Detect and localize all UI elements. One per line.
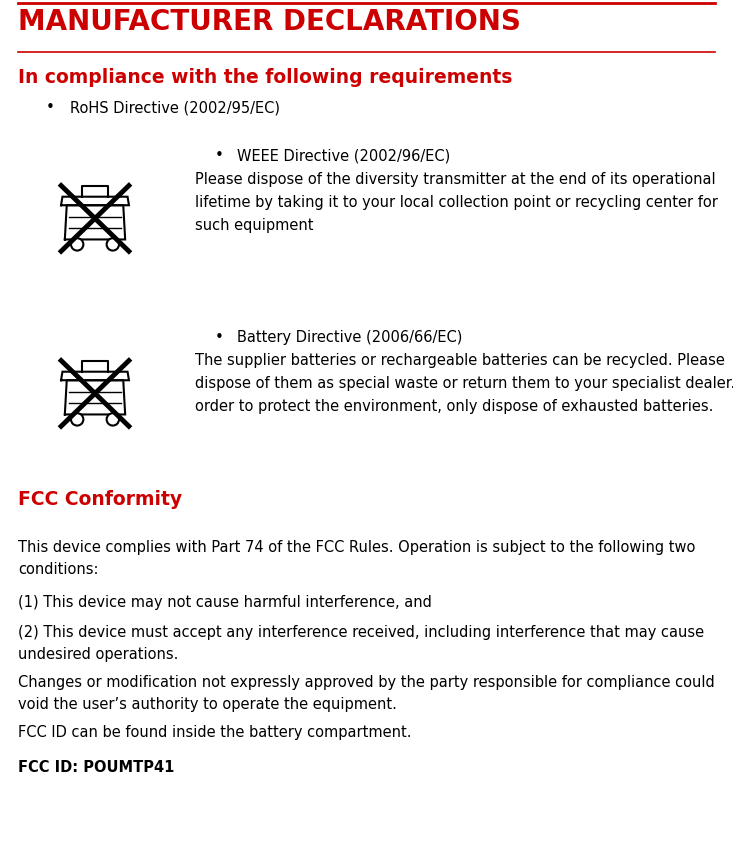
- Text: FCC ID can be found inside the battery compartment.: FCC ID can be found inside the battery c…: [18, 725, 411, 740]
- Text: Please dispose of the diversity transmitter at the end of its operational
lifeti: Please dispose of the diversity transmit…: [195, 172, 718, 233]
- Text: MANUFACTURER DECLARATIONS: MANUFACTURER DECLARATIONS: [18, 8, 521, 36]
- Text: (2) This device must accept any interference received, including interference th: (2) This device must accept any interfer…: [18, 625, 704, 662]
- Text: FCC Conformity: FCC Conformity: [18, 490, 182, 509]
- Circle shape: [106, 413, 119, 426]
- Polygon shape: [61, 197, 129, 206]
- Text: •: •: [215, 148, 224, 163]
- Circle shape: [71, 413, 84, 426]
- Text: (1) This device may not cause harmful interference, and: (1) This device may not cause harmful in…: [18, 595, 432, 610]
- Text: •: •: [215, 330, 224, 345]
- Polygon shape: [61, 371, 129, 380]
- Circle shape: [106, 239, 119, 250]
- Text: Changes or modification not expressly approved by the party responsible for comp: Changes or modification not expressly ap…: [18, 675, 715, 712]
- Polygon shape: [65, 206, 125, 239]
- Text: RoHS Directive (2002/95/EC): RoHS Directive (2002/95/EC): [70, 100, 280, 115]
- Circle shape: [71, 239, 84, 250]
- Text: This device complies with Part 74 of the FCC Rules. Operation is subject to the : This device complies with Part 74 of the…: [18, 540, 696, 577]
- Text: In compliance with the following requirements: In compliance with the following require…: [18, 68, 512, 87]
- Text: FCC ID: POUMTP41: FCC ID: POUMTP41: [18, 760, 174, 775]
- Polygon shape: [65, 380, 125, 415]
- Text: WEEE Directive (2002/96/EC): WEEE Directive (2002/96/EC): [237, 148, 450, 163]
- Text: Battery Directive (2006/66/EC): Battery Directive (2006/66/EC): [237, 330, 463, 345]
- Text: •: •: [46, 100, 55, 115]
- Text: The supplier batteries or rechargeable batteries can be recycled. Please
dispose: The supplier batteries or rechargeable b…: [195, 353, 733, 414]
